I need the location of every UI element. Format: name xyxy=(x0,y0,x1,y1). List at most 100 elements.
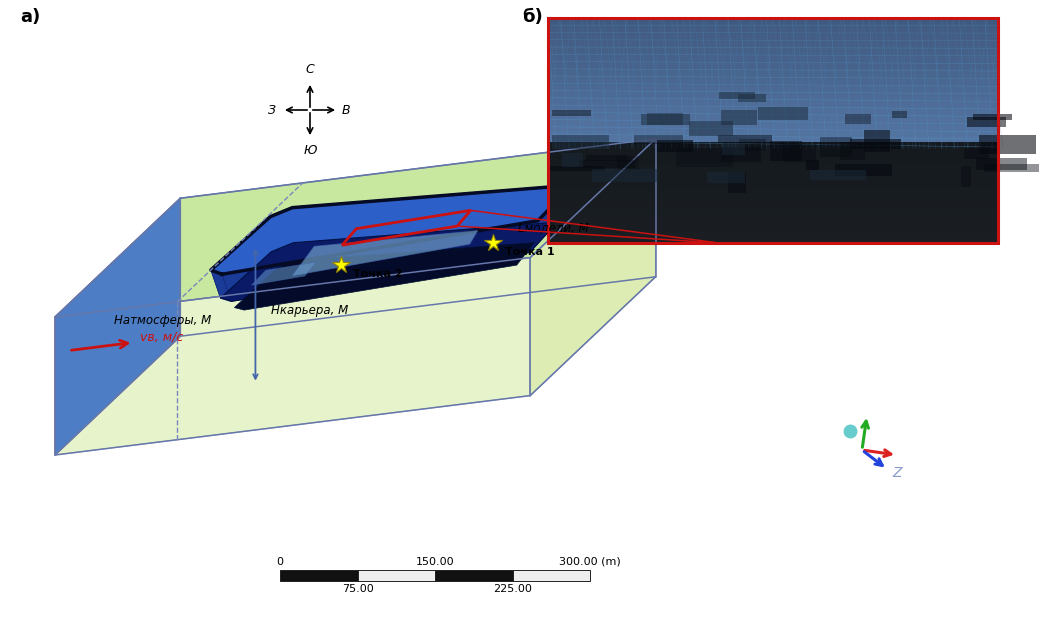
Polygon shape xyxy=(55,139,655,317)
Bar xyxy=(548,46,998,53)
Bar xyxy=(770,141,802,161)
Polygon shape xyxy=(211,270,231,301)
Bar xyxy=(707,172,746,183)
Bar xyxy=(548,57,998,64)
Bar xyxy=(548,18,998,25)
Text: б): б) xyxy=(522,8,543,26)
Bar xyxy=(548,75,998,81)
Bar xyxy=(548,97,998,103)
Bar xyxy=(548,40,998,47)
Bar xyxy=(548,125,998,132)
Bar xyxy=(738,138,766,152)
Bar xyxy=(548,86,998,92)
Bar xyxy=(722,147,761,162)
Bar xyxy=(548,176,998,182)
Bar xyxy=(973,114,1012,119)
Bar xyxy=(548,204,998,211)
Polygon shape xyxy=(530,139,655,396)
Bar xyxy=(548,232,998,238)
Text: Z: Z xyxy=(892,466,902,480)
Bar xyxy=(892,111,907,117)
Polygon shape xyxy=(529,185,572,253)
Bar xyxy=(548,193,998,199)
Bar xyxy=(718,135,772,143)
Bar xyxy=(844,114,872,124)
Polygon shape xyxy=(211,185,572,274)
Text: 225.00: 225.00 xyxy=(493,584,531,594)
Bar xyxy=(757,107,808,120)
Text: З: З xyxy=(268,104,276,117)
Text: Hатмосферы, М: Hатмосферы, М xyxy=(114,314,212,327)
Bar xyxy=(548,237,998,244)
Polygon shape xyxy=(270,207,293,252)
Bar xyxy=(737,94,766,102)
Text: Точка 2: Точка 2 xyxy=(353,268,402,278)
Bar xyxy=(358,570,435,581)
Bar xyxy=(820,137,853,157)
Bar xyxy=(548,226,998,233)
Bar xyxy=(810,171,866,180)
Text: 0: 0 xyxy=(277,557,284,567)
Bar xyxy=(961,166,971,188)
Text: vв, м/с: vв, м/с xyxy=(139,330,183,343)
Bar xyxy=(549,166,605,171)
Bar xyxy=(657,140,693,152)
Bar xyxy=(782,144,815,162)
Bar xyxy=(548,220,998,227)
Polygon shape xyxy=(55,198,180,455)
Bar xyxy=(964,148,989,159)
Bar xyxy=(634,135,683,144)
Bar xyxy=(722,143,745,155)
Polygon shape xyxy=(252,262,316,285)
Bar xyxy=(593,169,658,183)
Text: Hкарьера, М: Hкарьера, М xyxy=(271,304,348,317)
Bar xyxy=(548,142,998,148)
Bar xyxy=(721,110,757,125)
Text: Lмодели, М: Lмодели, М xyxy=(518,222,589,235)
Bar xyxy=(548,69,998,75)
Bar xyxy=(688,122,733,136)
Bar xyxy=(548,198,998,205)
Text: Точка 1: Точка 1 xyxy=(504,247,554,257)
Bar xyxy=(548,114,998,120)
Bar xyxy=(676,148,733,167)
Polygon shape xyxy=(220,222,557,301)
Bar xyxy=(967,117,1007,127)
Bar xyxy=(548,130,998,137)
Bar xyxy=(979,135,1036,155)
Polygon shape xyxy=(292,185,572,243)
Bar xyxy=(548,187,998,193)
Bar xyxy=(548,52,998,58)
Text: Ю: Ю xyxy=(304,144,317,157)
Bar xyxy=(618,156,639,170)
Bar xyxy=(548,209,998,216)
Bar xyxy=(728,172,746,193)
Bar xyxy=(435,570,513,581)
Text: 75.00: 75.00 xyxy=(341,584,373,594)
Bar xyxy=(548,91,998,97)
Bar xyxy=(864,130,889,152)
Bar xyxy=(548,158,998,165)
Bar xyxy=(548,153,998,160)
Bar xyxy=(548,147,998,154)
Polygon shape xyxy=(55,258,530,455)
Bar xyxy=(548,29,998,36)
Bar xyxy=(551,135,609,150)
Bar xyxy=(548,164,998,171)
Polygon shape xyxy=(211,217,271,298)
Bar xyxy=(641,114,690,125)
Bar xyxy=(806,160,820,170)
Polygon shape xyxy=(292,230,477,276)
Text: 300.00 (m): 300.00 (m) xyxy=(560,557,621,567)
Bar xyxy=(548,24,998,30)
Text: 150.00: 150.00 xyxy=(416,557,454,567)
Bar xyxy=(548,35,998,42)
Bar xyxy=(839,142,865,160)
Polygon shape xyxy=(222,220,538,301)
Text: С: С xyxy=(306,63,314,76)
Bar xyxy=(548,119,998,126)
Bar xyxy=(647,113,682,125)
Bar xyxy=(562,153,582,167)
Bar xyxy=(551,110,591,117)
Bar xyxy=(548,108,998,115)
